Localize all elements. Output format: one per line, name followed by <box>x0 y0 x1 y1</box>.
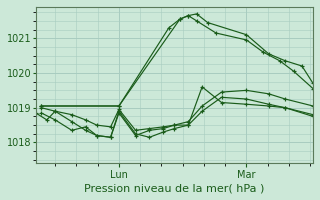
X-axis label: Pression niveau de la mer( hPa ): Pression niveau de la mer( hPa ) <box>84 183 265 193</box>
